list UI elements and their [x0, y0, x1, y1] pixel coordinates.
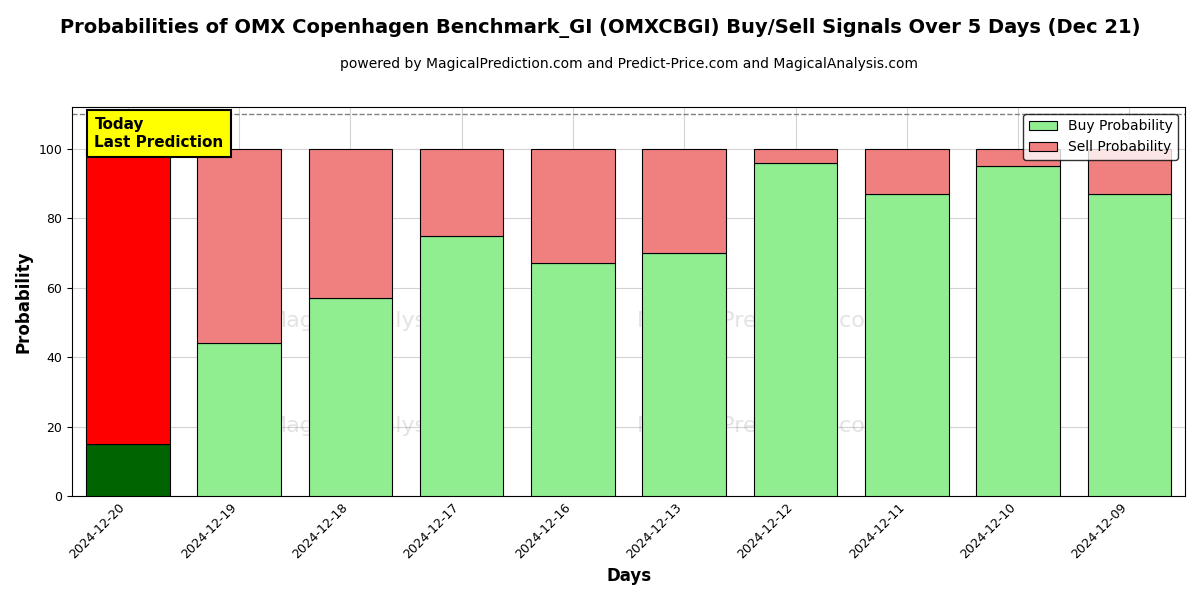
Bar	[642, 149, 726, 253]
Bar	[86, 149, 169, 444]
Bar	[86, 444, 169, 496]
Bar	[1087, 194, 1171, 496]
Bar	[642, 253, 726, 496]
Bar	[754, 149, 838, 163]
Text: MagicalPrediction.com: MagicalPrediction.com	[637, 416, 887, 436]
Legend: Buy Probability, Sell Probability: Buy Probability, Sell Probability	[1024, 114, 1178, 160]
Bar	[977, 149, 1060, 166]
Y-axis label: Probability: Probability	[16, 250, 34, 353]
Bar	[865, 194, 948, 496]
Bar	[532, 263, 614, 496]
Text: MagicalAnalysis.com: MagicalAnalysis.com	[268, 311, 499, 331]
Bar	[532, 149, 614, 263]
Bar	[1087, 149, 1171, 194]
Bar	[754, 163, 838, 496]
Bar	[308, 298, 392, 496]
Text: Today
Last Prediction: Today Last Prediction	[95, 118, 223, 150]
Bar	[308, 149, 392, 298]
Bar	[197, 343, 281, 496]
Bar	[420, 149, 503, 236]
Title: powered by MagicalPrediction.com and Predict-Price.com and MagicalAnalysis.com: powered by MagicalPrediction.com and Pre…	[340, 57, 918, 71]
Bar	[977, 166, 1060, 496]
Text: MagicalAnalysis.com: MagicalAnalysis.com	[268, 416, 499, 436]
Text: Probabilities of OMX Copenhagen Benchmark_GI (OMXCBGI) Buy/Sell Signals Over 5 D: Probabilities of OMX Copenhagen Benchmar…	[60, 18, 1140, 38]
Bar	[865, 149, 948, 194]
Bar	[197, 149, 281, 343]
Text: MagicalPrediction.com: MagicalPrediction.com	[637, 311, 887, 331]
X-axis label: Days: Days	[606, 567, 652, 585]
Bar	[420, 236, 503, 496]
